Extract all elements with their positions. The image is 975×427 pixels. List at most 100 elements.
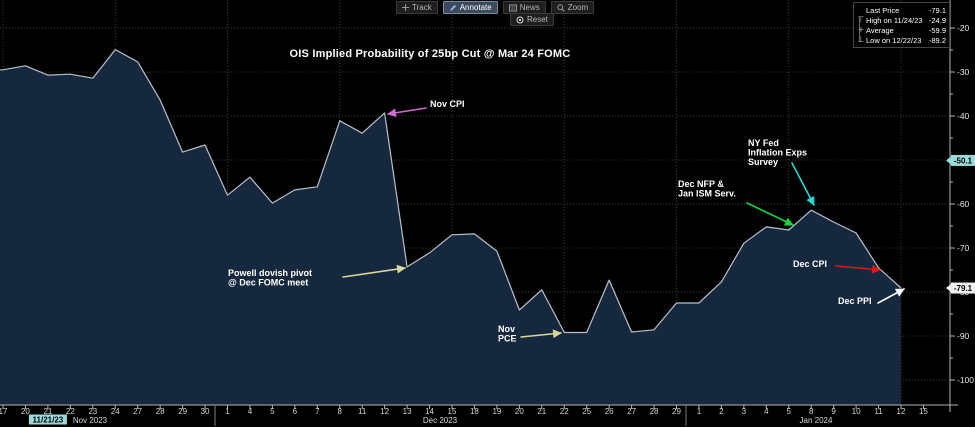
svg-text:Dec PPI: Dec PPI xyxy=(838,296,872,306)
svg-text:-60: -60 xyxy=(957,199,970,209)
svg-text:15: 15 xyxy=(919,407,928,416)
chart-legend[interactable]: Last Price -79.1 ⊤ High on 11/24/23 -24.… xyxy=(853,2,950,48)
svg-text:Inflation Exps: Inflation Exps xyxy=(748,148,807,158)
legend-range-bracket xyxy=(859,17,860,42)
svg-text:-70: -70 xyxy=(957,243,970,253)
annotation-powell-pivot[interactable]: Powell dovish pivot@ Dec FOMC meet xyxy=(228,264,406,288)
svg-text:25: 25 xyxy=(582,407,591,416)
svg-text:27: 27 xyxy=(627,407,636,416)
annotate-button[interactable]: Annotate xyxy=(442,1,498,14)
svg-text:1: 1 xyxy=(225,407,230,416)
svg-text:4: 4 xyxy=(248,407,253,416)
legend-value: -59.9 xyxy=(928,25,946,35)
svg-text:27: 27 xyxy=(133,407,142,416)
annotation-dec-nfp-jan-ism[interactable]: Dec NFP &Jan ISM Serv. xyxy=(678,179,794,226)
annotation-nov-cpi[interactable]: Nov CPI xyxy=(387,99,465,118)
svg-text:-100: -100 xyxy=(957,375,974,385)
svg-text:-50.1: -50.1 xyxy=(954,156,973,165)
annotate-button-label: Annotate xyxy=(459,2,492,12)
legend-value: -89.2 xyxy=(928,35,946,45)
chart-title: OIS Implied Probability of 25bp Cut @ Ma… xyxy=(289,48,571,60)
svg-text:9: 9 xyxy=(831,407,836,416)
zoom-magnifier-icon xyxy=(557,3,565,12)
svg-text:26: 26 xyxy=(605,407,614,416)
legend-value: -24.9 xyxy=(928,15,946,25)
axis-tracker-labels: -50.1 -79.1 11/21/23 xyxy=(28,154,975,425)
svg-text:29: 29 xyxy=(672,407,681,416)
svg-text:17: 17 xyxy=(0,407,8,416)
news-button-label: News xyxy=(519,2,540,12)
svg-text:PCE: PCE xyxy=(498,334,517,344)
svg-text:11: 11 xyxy=(358,407,367,416)
svg-text:21: 21 xyxy=(43,407,52,416)
svg-text:19: 19 xyxy=(492,407,501,416)
legend-label: Last Price xyxy=(866,5,900,15)
zoom-button[interactable]: Zoom xyxy=(550,1,595,14)
svg-text:Jan ISM Serv.: Jan ISM Serv. xyxy=(678,189,736,199)
high-marker-icon: ⊤ xyxy=(857,15,865,24)
svg-text:22: 22 xyxy=(560,407,569,416)
annotation-dec-ppi[interactable]: Dec PPI xyxy=(838,288,905,306)
svg-text:Nov: Nov xyxy=(498,324,515,334)
price-series xyxy=(0,49,902,405)
svg-text:-79.1: -79.1 xyxy=(954,284,973,293)
svg-text:30: 30 xyxy=(201,407,210,416)
svg-text:Jan 2024: Jan 2024 xyxy=(800,416,833,425)
svg-text:12: 12 xyxy=(380,407,389,416)
svg-text:8: 8 xyxy=(338,407,343,416)
svg-text:29: 29 xyxy=(178,407,187,416)
svg-text:20: 20 xyxy=(515,407,524,416)
svg-text:22: 22 xyxy=(66,407,75,416)
svg-text:Nov CPI: Nov CPI xyxy=(430,99,465,109)
y-axis-labels: -20-30-40-50-60-70-80-90-100 xyxy=(950,23,974,385)
zoom-button-label: Zoom xyxy=(567,2,589,12)
svg-text:12: 12 xyxy=(897,407,906,416)
legend-row-low: ⊥ Low on 12/22/23 -89.2 xyxy=(856,35,946,45)
svg-text:7: 7 xyxy=(315,407,320,416)
legend-label: High on 11/24/23 xyxy=(866,15,923,25)
svg-text:6: 6 xyxy=(293,407,298,416)
svg-text:-90: -90 xyxy=(957,331,970,341)
track-crosshair-icon xyxy=(402,4,409,11)
svg-text:10: 10 xyxy=(852,407,861,416)
legend-value: -79.1 xyxy=(928,5,946,15)
svg-text:Dec 2023: Dec 2023 xyxy=(423,416,458,425)
svg-text:2: 2 xyxy=(719,407,724,416)
svg-text:Survey: Survey xyxy=(748,157,778,167)
svg-text:11/21/23: 11/21/23 xyxy=(33,416,64,425)
low-marker-icon: ⊥ xyxy=(857,35,865,44)
annotation-dec-cpi[interactable]: Dec CPI xyxy=(793,259,881,274)
svg-text:5: 5 xyxy=(270,407,275,416)
svg-text:Dec NFP &: Dec NFP & xyxy=(678,179,724,189)
legend-label: Low on 12/22/23 xyxy=(866,35,922,45)
reset-button[interactable]: Reset xyxy=(510,13,554,26)
svg-text:-30: -30 xyxy=(957,67,970,77)
svg-text:14: 14 xyxy=(425,407,434,416)
svg-text:13: 13 xyxy=(403,407,412,416)
svg-text:-40: -40 xyxy=(957,111,970,121)
reset-icon xyxy=(516,16,524,23)
chart-toolbar: Track Annotate News Zoom xyxy=(396,1,595,14)
x-axis-labels: 17 20 21 22 23 24 27 28 29 30 1 4 5 6 7 8 11 12 13 14 15 18 19… xyxy=(0,405,928,425)
svg-text:Nov 2023: Nov 2023 xyxy=(73,416,108,425)
annotate-pencil-icon xyxy=(449,4,456,11)
track-button-label: Track xyxy=(412,2,432,12)
svg-text:5: 5 xyxy=(787,407,792,416)
svg-text:11: 11 xyxy=(874,407,883,416)
track-button[interactable]: Track xyxy=(396,1,438,14)
svg-text:@ Dec FOMC meet: @ Dec FOMC meet xyxy=(228,278,308,288)
svg-text:3: 3 xyxy=(742,407,747,416)
svg-text:20: 20 xyxy=(21,407,30,416)
svg-text:1: 1 xyxy=(697,407,702,416)
legend-row-average: + Average -59.9 xyxy=(856,25,946,35)
legend-label: Average xyxy=(866,25,894,35)
svg-text:24: 24 xyxy=(111,407,120,416)
svg-text:Powell dovish pivot: Powell dovish pivot xyxy=(228,268,312,278)
average-marker-icon: + xyxy=(857,25,865,34)
svg-text:15: 15 xyxy=(448,407,457,416)
svg-text:NY Fed: NY Fed xyxy=(748,138,779,148)
